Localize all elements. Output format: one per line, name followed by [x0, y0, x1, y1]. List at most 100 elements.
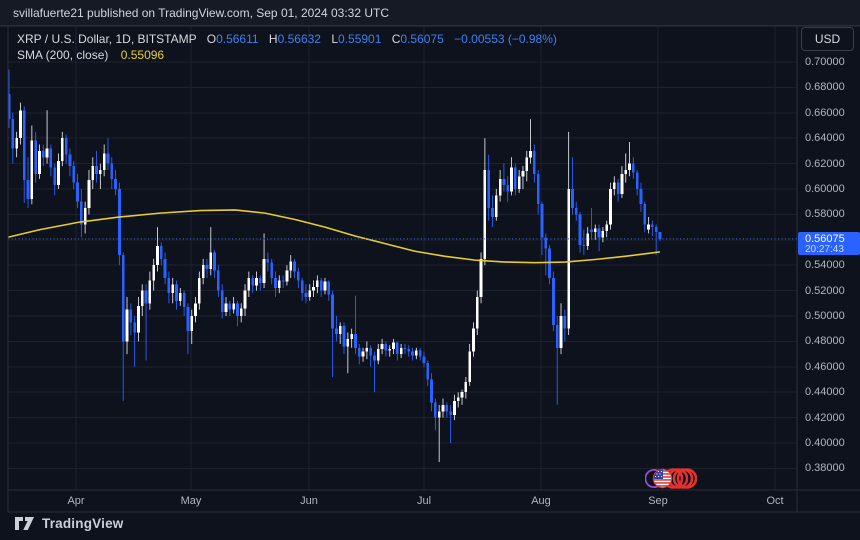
candle-body — [605, 224, 609, 231]
tradingview-brand[interactable]: TradingView — [42, 516, 124, 531]
candle-body — [411, 351, 414, 356]
candle-body — [361, 351, 365, 357]
candle-body — [102, 153, 106, 170]
candle-body — [418, 350, 422, 357]
candle-body — [540, 204, 544, 238]
candle-body — [224, 303, 228, 313]
candle-body — [68, 154, 72, 167]
candle-body — [609, 189, 612, 225]
candle-body — [525, 157, 529, 172]
candle-body — [236, 303, 239, 316]
candle-body — [612, 182, 616, 189]
candle-body — [277, 280, 281, 289]
candle-body — [658, 232, 662, 239]
candle-body — [647, 224, 650, 230]
candle-body — [365, 347, 369, 352]
candle-body — [167, 277, 171, 294]
price-axis-label: 0.60000 — [805, 183, 845, 195]
candle-body — [251, 277, 254, 286]
candle-body — [148, 280, 152, 304]
candle-body — [190, 316, 194, 332]
candle-body — [114, 178, 117, 189]
candle-body — [118, 189, 121, 256]
symbol-title[interactable]: XRP / U.S. Dollar, 1D, BITSTAMP — [17, 32, 197, 46]
candle-body — [426, 362, 430, 380]
candle-body — [152, 265, 156, 281]
candle-body — [571, 189, 574, 209]
price-axis-label: 0.50000 — [805, 310, 845, 322]
sma-label[interactable]: SMA (200, close) — [17, 48, 109, 62]
candle-body — [34, 140, 37, 174]
candle-body — [175, 284, 178, 301]
candle-body — [449, 411, 452, 416]
candle-body — [22, 110, 26, 181]
candle-body — [456, 397, 460, 402]
price-axis-label: 0.54000 — [805, 259, 845, 272]
publish-bar: svillafuerte21 published on TradingView.… — [0, 0, 860, 26]
candle-body — [422, 356, 426, 363]
price-axis-label: 0.38000 — [805, 462, 845, 475]
candle-body — [140, 290, 144, 306]
time-axis-label: May — [180, 495, 202, 507]
high-value: 0.56632 — [277, 32, 321, 46]
candle-body — [376, 349, 380, 361]
price-axis-label: 0.70000 — [805, 56, 845, 68]
candle-body — [49, 148, 53, 168]
candle-body — [521, 171, 525, 177]
candle-body — [434, 402, 437, 418]
candle-body — [506, 185, 510, 192]
candle-body — [346, 338, 350, 347]
candle-body — [536, 173, 540, 205]
candle-body — [415, 350, 418, 356]
low-label: L — [331, 32, 339, 46]
candle-body — [228, 303, 232, 310]
price-axis-label: 0.42000 — [805, 411, 845, 424]
candle-body — [293, 261, 296, 272]
candle-body — [517, 176, 521, 189]
candle-body — [79, 201, 83, 225]
candle-body — [144, 290, 148, 304]
candle-body — [255, 277, 258, 286]
candle-body — [312, 286, 315, 291]
price-axis-label: 0.48000 — [805, 335, 845, 348]
price-axis-label: 0.66000 — [805, 106, 845, 119]
candle-body — [601, 230, 605, 238]
candle-body — [392, 342, 395, 350]
candle-body — [304, 293, 308, 297]
candle-body — [194, 303, 197, 316]
price-axis-label: 0.68000 — [805, 81, 845, 94]
candle-body — [72, 166, 76, 183]
legend-row-symbol[interactable]: XRP / U.S. Dollar, 1D, BITSTAMP O0.56611… — [17, 31, 557, 48]
low-value: 0.55901 — [338, 32, 382, 46]
time-axis-label: Sep — [648, 495, 668, 507]
candle-body — [285, 270, 289, 282]
candle-body — [479, 258, 483, 297]
price-axis-label: 0.44000 — [805, 386, 845, 399]
time-axis-label: Jun — [300, 495, 318, 507]
candle-body — [178, 293, 182, 301]
candle-body — [632, 163, 635, 173]
tradingview-logo-icon[interactable] — [14, 516, 35, 531]
candle-body — [30, 140, 34, 200]
candle-body — [186, 307, 190, 332]
sma-200-line — [7, 209, 661, 264]
candle-body — [45, 148, 49, 158]
candle-body — [41, 150, 45, 158]
publish-text: svillafuerte21 published on TradingView.… — [13, 5, 390, 20]
candle-body — [491, 208, 494, 217]
candle-body — [559, 316, 563, 348]
candle-body — [262, 258, 266, 283]
candle-body — [53, 167, 57, 186]
candle-body — [472, 328, 475, 352]
candle-body — [125, 309, 129, 342]
candle-body — [643, 204, 647, 225]
candle-body — [163, 258, 167, 278]
candle-body — [529, 150, 532, 158]
candle-body — [198, 277, 201, 304]
flag-sticker-icon — [644, 468, 698, 489]
legend-row-sma[interactable]: SMA (200, close) 0.55096 — [17, 48, 164, 62]
candle-body — [323, 281, 327, 291]
currency-toggle-button[interactable]: USD — [801, 27, 854, 51]
